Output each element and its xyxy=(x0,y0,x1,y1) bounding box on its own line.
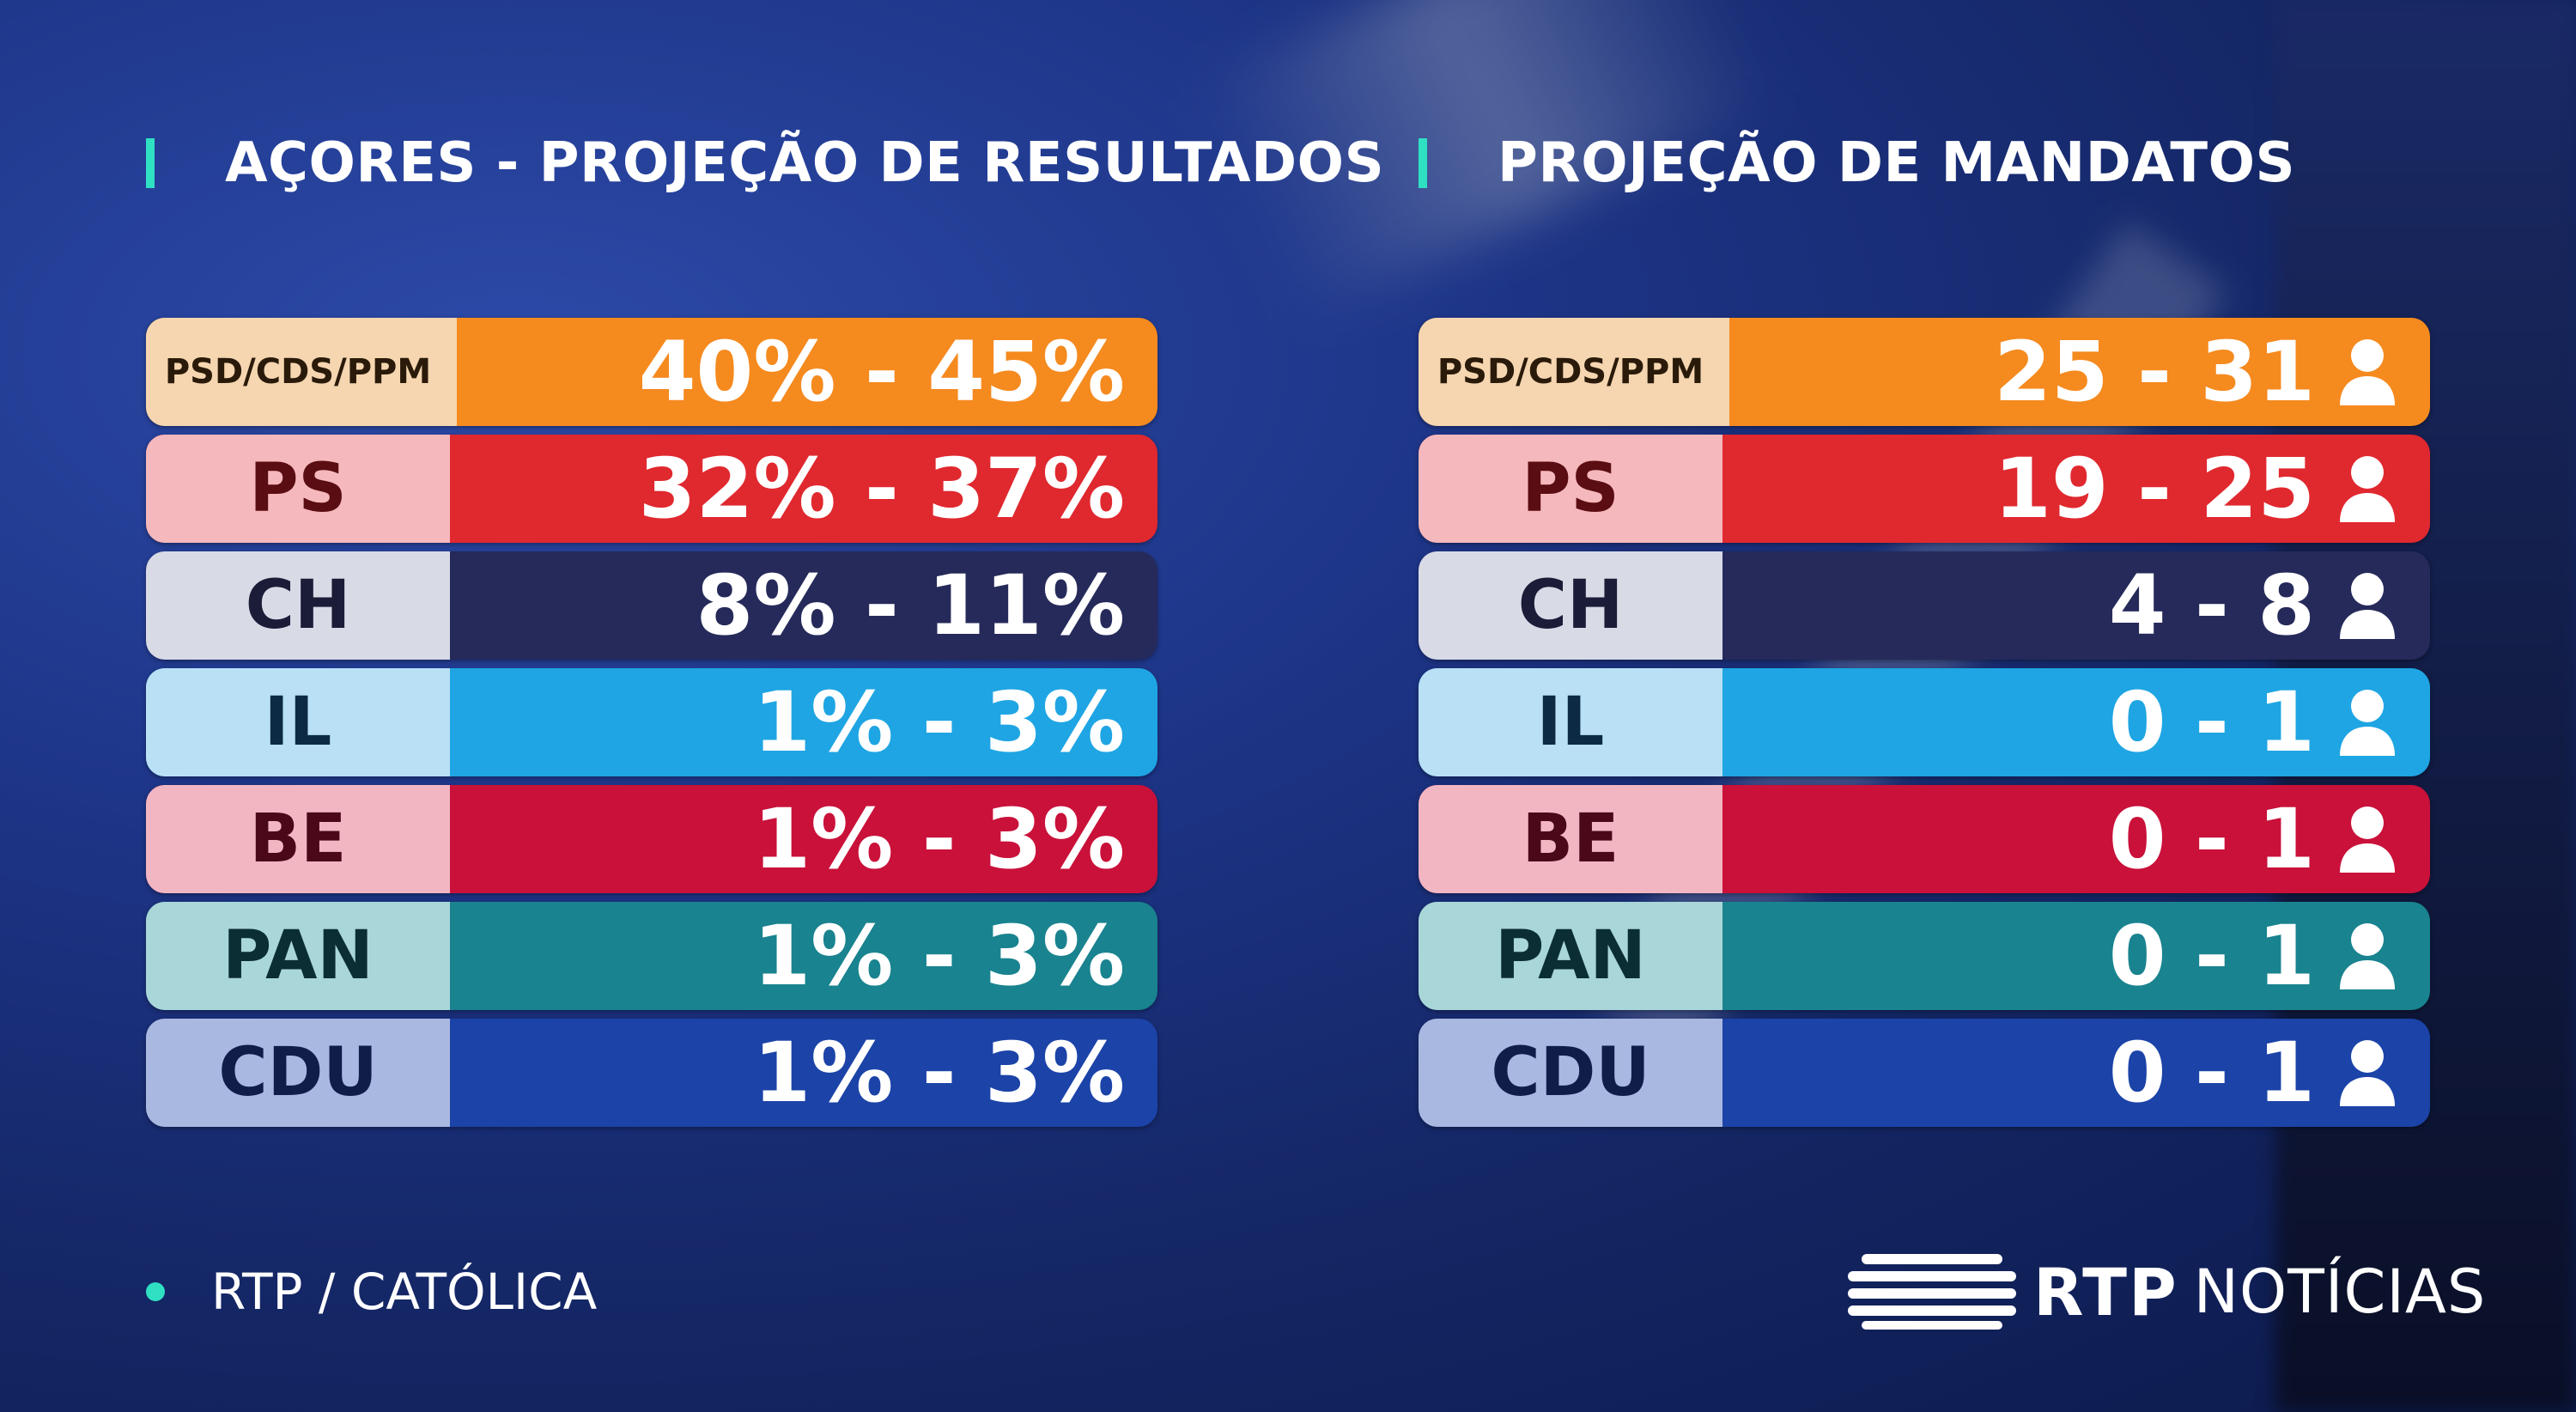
person-icon xyxy=(2340,573,2395,639)
party-row: PS 32% - 37% xyxy=(146,435,1157,543)
seat-range: 0 - 1 xyxy=(1722,902,2430,1010)
party-name: IL xyxy=(146,668,450,776)
vote-share-range: 1% - 3% xyxy=(450,1019,1157,1127)
party-name: CDU xyxy=(146,1019,450,1127)
vote-share-range: 32% - 37% xyxy=(450,435,1157,543)
seats-heading-title: PROJEÇÃO DE MANDATOS xyxy=(1498,131,2296,195)
seats-table: PSD/CDS/PPM 25 - 31 PS 19 - 25 CH 4 - 8 IL 0 - … xyxy=(1419,318,2430,1135)
source-bullet xyxy=(146,1282,165,1301)
person-icon xyxy=(2340,456,2395,522)
range-value: 1% - 3% xyxy=(753,1025,1125,1121)
party-row: PSD/CDS/PPM 25 - 31 xyxy=(1419,318,2430,426)
range-value: 1% - 3% xyxy=(753,908,1125,1004)
party-row: CH 8% - 11% xyxy=(146,551,1157,660)
party-name: CH xyxy=(1419,551,1722,660)
party-row: PAN 0 - 1 xyxy=(1419,902,2430,1010)
logo-product: NOTÍCIAS xyxy=(2193,1257,2487,1327)
seat-range: 19 - 25 xyxy=(1722,435,2430,543)
party-row: BE 0 - 1 xyxy=(1419,785,2430,893)
party-row: PSD/CDS/PPM 40% - 45% xyxy=(146,318,1157,426)
range-value: 0 - 1 xyxy=(2108,791,2315,887)
person-icon xyxy=(2340,1040,2395,1106)
vote-share-range: 1% - 3% xyxy=(450,902,1157,1010)
results-heading-title: AÇORES - PROJEÇÃO DE RESULTADOS xyxy=(225,131,1385,195)
rtp-lines-icon xyxy=(1848,1254,2016,1330)
party-name: PSD/CDS/PPM xyxy=(1419,318,1729,426)
vote-share-range: 1% - 3% xyxy=(450,785,1157,893)
party-name: CH xyxy=(146,551,450,660)
seat-range: 25 - 31 xyxy=(1722,318,2430,426)
party-row: BE 1% - 3% xyxy=(146,785,1157,893)
party-name: PAN xyxy=(1419,902,1722,1010)
party-name: BE xyxy=(1419,785,1722,893)
results-heading: AÇORES - PROJEÇÃO DE RESULTADOS xyxy=(146,129,1384,198)
party-row: CDU 0 - 1 xyxy=(1419,1019,2430,1127)
person-icon xyxy=(2340,923,2395,989)
range-value: 0 - 1 xyxy=(2108,674,2315,770)
party-row: IL 0 - 1 xyxy=(1419,668,2430,776)
range-value: 4 - 8 xyxy=(2108,557,2315,654)
range-value: 19 - 25 xyxy=(1994,441,2315,537)
range-value: 25 - 31 xyxy=(1994,324,2315,420)
rtp-noticias-logo: RTP NOTÍCIAS xyxy=(1846,1252,2486,1331)
seat-range: 0 - 1 xyxy=(1722,1019,2430,1127)
seat-range: 0 - 1 xyxy=(1722,785,2430,893)
range-value: 8% - 11% xyxy=(696,557,1125,654)
seat-range: 0 - 1 xyxy=(1722,668,2430,776)
party-name: IL xyxy=(1419,668,1722,776)
logo-brand: RTP xyxy=(2033,1253,2178,1330)
party-row: PAN 1% - 3% xyxy=(146,902,1157,1010)
source-text: RTP / CATÓLICA xyxy=(211,1263,598,1321)
heading-accent-bar xyxy=(1419,138,1427,188)
source-credit: RTP / CATÓLICA xyxy=(146,1263,597,1321)
range-value: 1% - 3% xyxy=(753,674,1125,770)
vote-share-range: 40% - 45% xyxy=(450,318,1157,426)
party-name: BE xyxy=(146,785,450,893)
heading-accent-bar xyxy=(146,138,155,188)
range-value: 0 - 1 xyxy=(2108,908,2315,1004)
party-row: CH 4 - 8 xyxy=(1419,551,2430,660)
range-value: 40% - 45% xyxy=(638,324,1125,420)
party-name: PSD/CDS/PPM xyxy=(146,318,457,426)
person-icon xyxy=(2340,806,2395,873)
person-icon xyxy=(2340,690,2395,756)
results-table: PSD/CDS/PPM 40% - 45% PS 32% - 37% CH 8% - 11… xyxy=(146,318,1157,1135)
person-icon xyxy=(2340,339,2395,405)
range-value: 1% - 3% xyxy=(753,791,1125,887)
party-row: CDU 1% - 3% xyxy=(146,1019,1157,1127)
party-name: CDU xyxy=(1419,1019,1722,1127)
seats-heading: PROJEÇÃO DE MANDATOS xyxy=(1419,129,2295,198)
party-name: PS xyxy=(1419,435,1722,543)
range-value: 0 - 1 xyxy=(2108,1025,2315,1121)
range-value: 32% - 37% xyxy=(638,441,1125,537)
seat-range: 4 - 8 xyxy=(1722,551,2430,660)
party-row: IL 1% - 3% xyxy=(146,668,1157,776)
party-name: PAN xyxy=(146,902,450,1010)
vote-share-range: 8% - 11% xyxy=(450,551,1157,660)
party-name: PS xyxy=(146,435,450,543)
party-row: PS 19 - 25 xyxy=(1419,435,2430,543)
vote-share-range: 1% - 3% xyxy=(450,668,1157,776)
